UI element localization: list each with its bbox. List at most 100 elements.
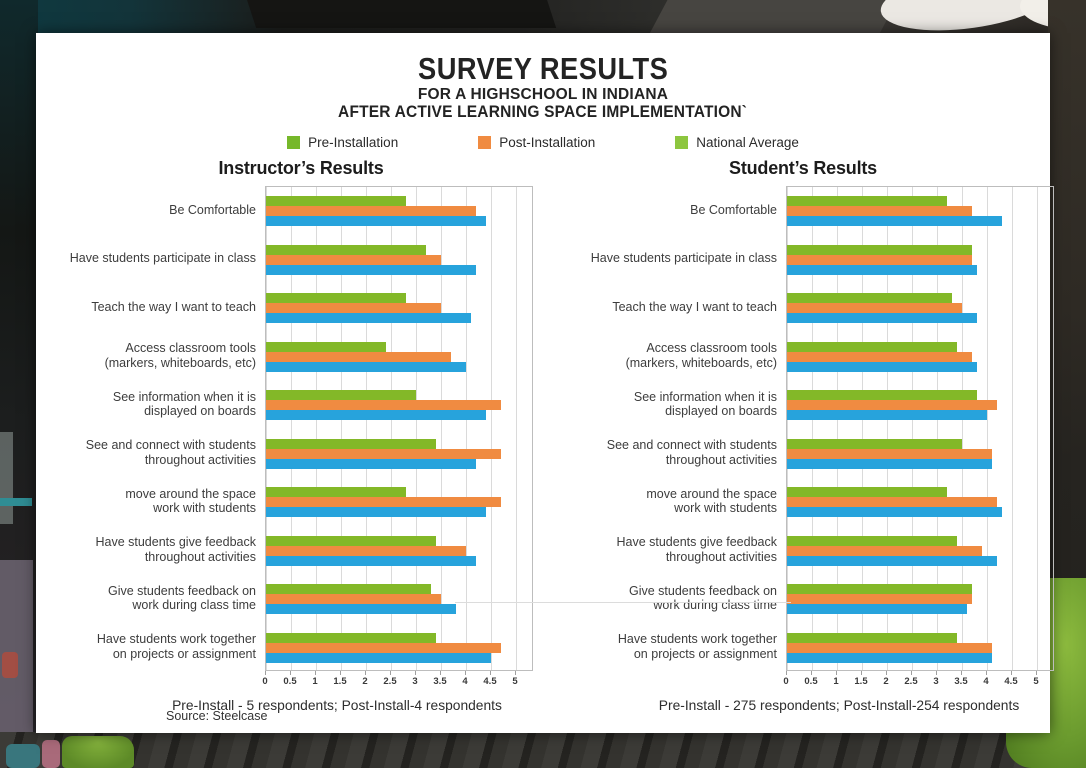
bar-group bbox=[787, 187, 1053, 236]
bar-national-average bbox=[266, 555, 476, 566]
legend-swatch-icon bbox=[675, 136, 689, 149]
bar-post-installation bbox=[266, 303, 441, 313]
tick-label: 3 bbox=[933, 676, 939, 687]
chart-legend: Pre-Installation Post-Installation Nationa… bbox=[36, 135, 1050, 150]
bar-group bbox=[266, 527, 532, 576]
bar-pre-installation bbox=[787, 535, 957, 546]
bar-post-installation bbox=[266, 448, 501, 459]
bar-pre-installation bbox=[787, 584, 972, 594]
category-label: Teach the way I want to teach bbox=[91, 299, 256, 314]
tick-label: 0.5 bbox=[283, 676, 297, 687]
tick-label: 2 bbox=[362, 676, 368, 687]
bar-national-average bbox=[266, 410, 486, 420]
bar-group bbox=[787, 333, 1053, 382]
bar-post-installation bbox=[787, 206, 972, 216]
bar-national-average bbox=[266, 507, 486, 517]
plot-wrap: 0 0.5 1 1.5 2 2.5 3 3.5 4 4.5 5 bbox=[262, 186, 533, 689]
bar-post-installation bbox=[266, 642, 501, 653]
chart-title-instructor: Instructor’s Results bbox=[218, 158, 384, 178]
divider-line bbox=[455, 602, 791, 603]
bar-national-average bbox=[787, 555, 997, 566]
category-label: Have students give feedback throughout ac… bbox=[95, 535, 256, 564]
bar-pre-installation bbox=[266, 341, 386, 352]
category-label: See information when it is displayed on b… bbox=[112, 389, 256, 419]
bar-post-installation bbox=[787, 497, 997, 507]
bar-national-average bbox=[787, 313, 977, 323]
bar-group bbox=[787, 284, 1053, 333]
category-labels-column: Be Comfortable Have students participate … bbox=[550, 186, 786, 689]
bar-pre-installation bbox=[266, 487, 406, 497]
bar-group bbox=[266, 381, 532, 430]
category-label: Give students feedback on work during cla… bbox=[628, 583, 777, 613]
chart-student-results: Student’s Results Be Comfortable Have stu… bbox=[550, 158, 1056, 713]
bar-pre-installation bbox=[787, 196, 947, 206]
bar-post-installation bbox=[787, 351, 972, 362]
bar-national-average bbox=[266, 264, 476, 275]
bar-national-average bbox=[266, 361, 466, 372]
subtitle-context: AFTER ACTIVE LEARNING SPACE IMPLEMENTATI… bbox=[338, 102, 748, 121]
bar-group bbox=[787, 381, 1053, 430]
category-label: See and connect with students throughout … bbox=[85, 438, 256, 467]
legend-label: Pre-Installation bbox=[308, 135, 399, 150]
legend-label: National Average bbox=[696, 135, 799, 150]
legend-item: National Average bbox=[675, 135, 799, 150]
bar-group bbox=[266, 333, 532, 382]
bar-group bbox=[787, 575, 1053, 624]
photo-ceiling-panel-gray bbox=[649, 0, 901, 34]
bar-pre-installation bbox=[266, 535, 436, 546]
bar-national-average bbox=[787, 652, 992, 663]
category-labels-column: Be Comfortable Have students participate … bbox=[60, 186, 265, 689]
x-axis-tick-labels: 0 0.5 1 1.5 2 2.5 3 3.5 4 4.5 5 bbox=[783, 676, 1054, 689]
legend-swatch-icon bbox=[287, 136, 301, 149]
bar-group bbox=[787, 478, 1053, 527]
bar-pre-installation bbox=[266, 293, 406, 303]
bar-post-installation bbox=[266, 254, 441, 265]
bar-post-installation bbox=[266, 594, 441, 604]
legend-swatch-icon bbox=[478, 136, 492, 149]
bar-post-installation bbox=[787, 448, 992, 459]
category-label: See and connect with students throughout … bbox=[606, 438, 777, 467]
legend-item: Post-Installation bbox=[478, 135, 595, 150]
bar-group bbox=[266, 575, 532, 624]
plot-area-instructor bbox=[265, 186, 533, 671]
bar-post-installation bbox=[787, 400, 997, 410]
tick-label: 5 bbox=[1033, 676, 1039, 687]
category-label: Access classroom tools (markers, whiteboa… bbox=[625, 341, 777, 370]
bar-pre-installation bbox=[787, 438, 962, 449]
photo-whiteboard bbox=[0, 432, 13, 524]
photo-ceiling-panel-dark bbox=[243, 0, 557, 28]
chart-title-student: Student’s Results bbox=[729, 158, 877, 178]
tick-label: 1 bbox=[312, 676, 318, 687]
category-label: Teach the way I want to teach bbox=[612, 299, 777, 314]
respondents-caption-instructor: Pre-Install - 5 respondents; Post-Instal… bbox=[172, 698, 502, 713]
bar-pre-installation bbox=[787, 244, 972, 255]
bar-national-average bbox=[787, 216, 1002, 226]
bar-pre-installation bbox=[787, 390, 977, 400]
plot-area-student bbox=[786, 186, 1054, 671]
photo-green-chair-left bbox=[62, 736, 134, 768]
category-label: Have students work together on projects o… bbox=[617, 632, 777, 661]
tick-label: 3 bbox=[412, 676, 418, 687]
bar-national-average bbox=[266, 216, 486, 226]
tick-label: 3.5 bbox=[954, 676, 968, 687]
tick-label: 0.5 bbox=[804, 676, 818, 687]
bar-national-average bbox=[787, 604, 967, 614]
bar-group bbox=[787, 527, 1053, 576]
tick-label: 1.5 bbox=[854, 676, 868, 687]
tick-label: 4.5 bbox=[483, 676, 497, 687]
bar-pre-installation bbox=[787, 487, 947, 497]
bar-post-installation bbox=[787, 545, 982, 556]
survey-results-card: SURVEY RESULTS FOR A HIGHSCHOOL IN INDIA… bbox=[36, 33, 1054, 733]
bar-post-installation bbox=[787, 303, 962, 313]
photo-carpet bbox=[0, 732, 1086, 768]
photo-table-edge bbox=[0, 498, 32, 506]
bar-group bbox=[266, 624, 532, 673]
tick-label: 4.5 bbox=[1004, 676, 1018, 687]
tick-label: 4 bbox=[462, 676, 468, 687]
legend-item: Pre-Installation bbox=[287, 135, 398, 150]
tick-label: 3.5 bbox=[433, 676, 447, 687]
photo-teal-table bbox=[6, 744, 40, 768]
tick-label: 4 bbox=[983, 676, 989, 687]
bar-national-average bbox=[266, 652, 491, 663]
category-label: See information when it is displayed on b… bbox=[633, 389, 777, 419]
